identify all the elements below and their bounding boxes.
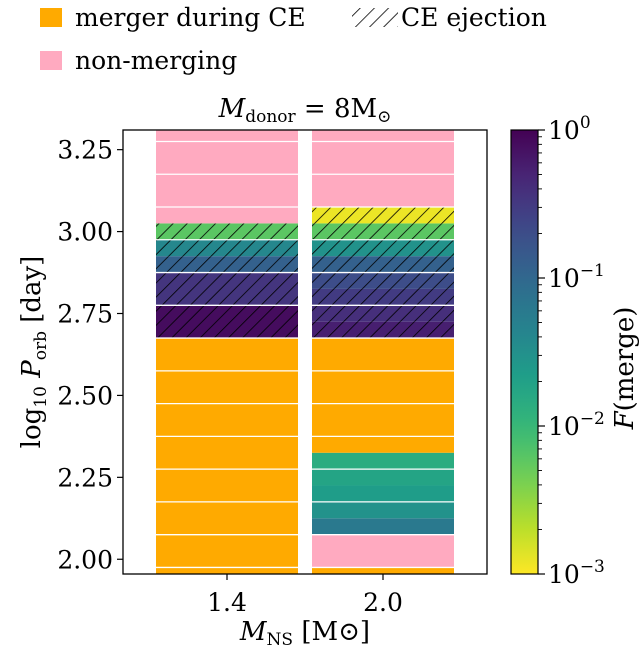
bar-2.0-bin-3: [312, 501, 454, 519]
y-tick-label-3: 2.75: [57, 299, 113, 328]
hatch-1.4-bin-4: [156, 239, 298, 257]
hatch-2.0-bin-8: [312, 321, 454, 339]
hatch-2.0-bin-9: [312, 305, 454, 322]
bar-2.0-bin-1: [312, 534, 454, 568]
colorbar-tick-label-0: 100: [548, 113, 591, 145]
hatch-1.4-bin-5: [156, 223, 298, 240]
x-axis: 1.4 2.0: [207, 574, 403, 617]
legend-label-nonmerging: non-merging: [75, 46, 237, 75]
bar-2.0-bin-0: [312, 567, 454, 574]
bar-2.0-bin-4: [312, 485, 454, 502]
hatch-2.0-bin-13: [312, 239, 454, 257]
bar-2.0-bin-6: [312, 452, 454, 470]
hatch-2.0-bin-11: [312, 272, 454, 289]
legend: merger during CE CE ejection non-merging: [40, 3, 547, 75]
x-axis-label: MNS [M⊙]: [239, 617, 370, 649]
hatch-2.0-bin-14: [312, 223, 454, 240]
y-tick-label-1: 2.25: [57, 463, 113, 492]
colorbar-gradient: [510, 129, 539, 575]
x-tick-label-0: 1.4: [207, 588, 247, 617]
legend-label-ce: CE ejection: [401, 3, 547, 32]
bar-1.4-bin-0: [156, 338, 298, 574]
y-axis: 2.00 2.25 2.50 2.75 3.00 3.25: [57, 136, 123, 574]
legend-swatch-nonmerging: [40, 51, 62, 70]
hatch-2.0-bin-15: [312, 207, 454, 224]
hatch-1.4-bin-3: [156, 256, 298, 273]
bar-2.0-bin-7: [312, 338, 454, 453]
bars: [156, 130, 454, 574]
legend-label-merger: merger during CE: [75, 3, 306, 32]
colorbar: 100 10−1 10−2 10−3 F(merge): [510, 113, 640, 589]
legend-swatch-merger: [40, 8, 62, 27]
y-tick-label-5: 3.25: [57, 136, 113, 165]
hatch-2.0-bin-12: [312, 256, 454, 273]
hatch-2.0-bin-10: [312, 288, 454, 306]
bar-2.0-bin-16: [312, 130, 454, 208]
hatch-1.4-bin-2: [156, 272, 298, 306]
y-tick-label-0: 2.00: [57, 545, 113, 574]
legend-swatch-ce: [352, 8, 398, 27]
y-tick-label-2: 2.50: [57, 381, 113, 410]
colorbar-tick-label-2: 10−2: [548, 409, 605, 441]
bar-2.0-bin-5: [312, 469, 454, 486]
bar-1.4-bin-6: [156, 130, 298, 224]
colorbar-label: F(merge): [610, 307, 640, 431]
plot-frame: [122, 129, 488, 575]
chart-title: Mdonor = 8M⊙: [218, 94, 392, 127]
y-axis-label: log10 Porb [day]: [17, 256, 51, 449]
hatch-1.4-bin-1: [156, 305, 298, 339]
colorbar-tick-label-3: 10−3: [548, 557, 605, 589]
colorbar-tick-label-1: 10−1: [548, 261, 605, 293]
x-tick-label-1: 2.0: [363, 588, 403, 617]
colorbar-ticks: 100 10−1 10−2 10−3: [538, 113, 605, 589]
y-tick-label-4: 3.00: [57, 218, 113, 247]
bar-2.0-bin-2: [312, 518, 454, 535]
